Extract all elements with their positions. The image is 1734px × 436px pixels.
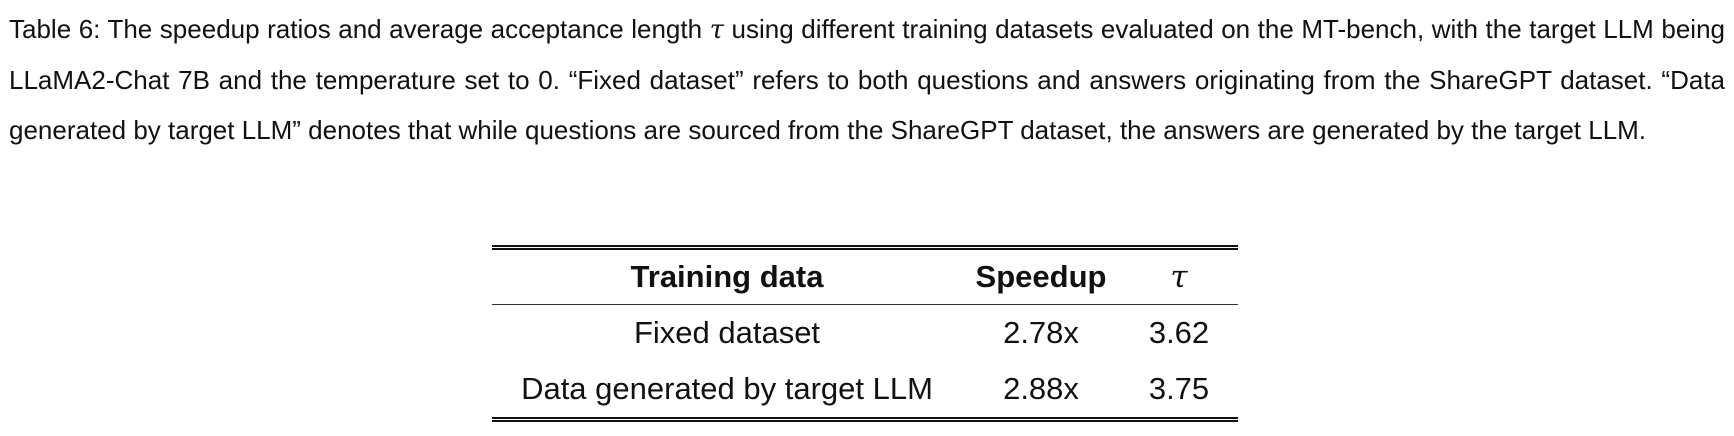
cell-training-data: Data generated by target LLM: [521, 371, 933, 406]
cell-tau: 3.75: [1148, 371, 1210, 406]
tau-symbol: τ: [709, 15, 724, 45]
table-header-row: Training data Speedup τ: [492, 247, 1238, 305]
cell-training-data: Fixed dataset: [633, 315, 821, 350]
cell-speedup: 2.88x: [1003, 371, 1079, 406]
table-caption: Table 6: The speedup ratios and average …: [9, 4, 1725, 155]
results-table-container: Training data Speedup τ Fixed dataset 2.…: [492, 245, 1238, 422]
header-training-data: Training data: [492, 247, 962, 305]
table-row: Fixed dataset 2.78x 3.62: [492, 305, 1238, 362]
table-row: Data generated by target LLM 2.88x 3.75: [492, 361, 1238, 420]
caption-lead: Table 6: The speedup ratios and average …: [9, 14, 710, 44]
header-speedup: Speedup: [962, 247, 1120, 305]
cell-tau: 3.62: [1148, 315, 1210, 350]
caption-rest: using different training datasets evalua…: [9, 14, 1725, 145]
header-tau: τ: [1120, 247, 1238, 305]
cell-speedup: 2.78x: [1003, 315, 1079, 350]
results-table: Training data Speedup τ Fixed dataset 2.…: [492, 245, 1238, 422]
